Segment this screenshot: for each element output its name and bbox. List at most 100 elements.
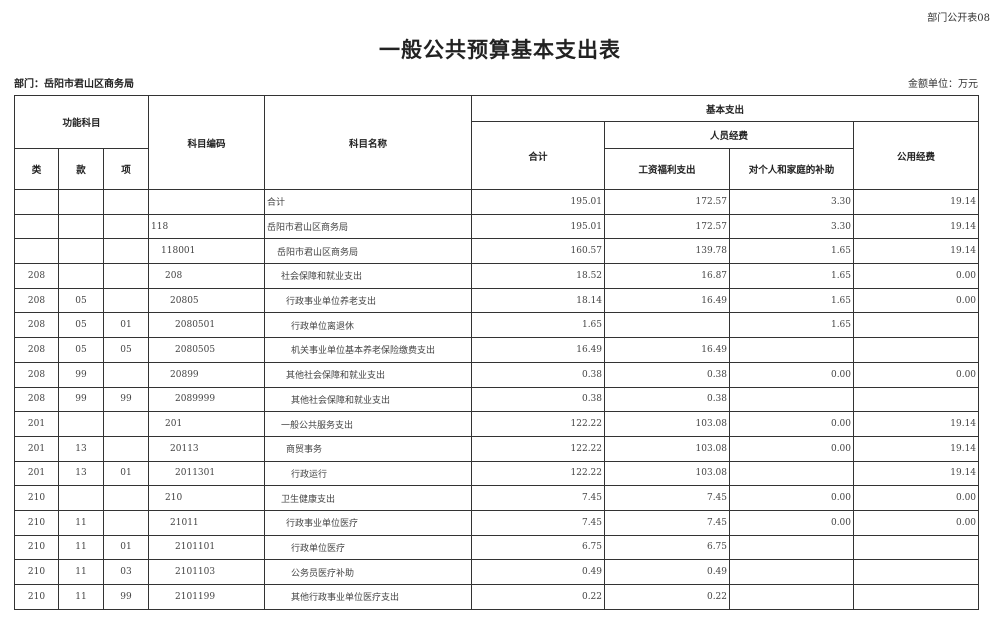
wages-cell: 172.57 — [604, 189, 731, 215]
subsidy-cell — [729, 559, 855, 585]
name-cell: 公务员医疗补助 — [264, 559, 473, 585]
subsidy-cell: 3.30 — [729, 189, 855, 215]
name-cell: 其他行政事业单位医疗支出 — [264, 584, 473, 610]
kuan-cell — [58, 485, 104, 511]
total-cell: 6.75 — [471, 534, 606, 561]
public-cell: 19.14 — [853, 411, 980, 437]
total-cell: 0.38 — [471, 386, 606, 413]
header-subject-name: 科目名称 — [264, 95, 473, 190]
subsidy-cell: 1.65 — [729, 287, 855, 314]
xiang-cell — [102, 411, 150, 437]
kuan-cell: 05 — [58, 287, 104, 314]
code-cell: 2080505 — [148, 337, 266, 363]
code-cell: 2101103 — [148, 559, 266, 585]
wages-cell: 103.08 — [604, 460, 731, 487]
xiang-cell — [102, 509, 150, 536]
public-cell: 19.14 — [853, 435, 980, 462]
public-cell — [853, 584, 980, 610]
name-cell: 行政事业单位养老支出 — [264, 287, 473, 314]
total-cell: 122.22 — [471, 435, 606, 462]
kuan-cell — [58, 213, 104, 240]
lei-cell: 208 — [14, 312, 59, 339]
kuan-cell: 05 — [58, 312, 104, 339]
kuan-cell: 99 — [58, 386, 104, 413]
total-cell: 18.52 — [471, 263, 606, 289]
subsidy-cell: 3.30 — [729, 213, 855, 240]
page-title: 一般公共预算基本支出表 — [379, 38, 621, 62]
subsidy-cell — [729, 584, 855, 610]
header-function-subject: 功能科目 — [13, 95, 150, 149]
form-number: 部门公开表08 — [927, 13, 990, 24]
wages-cell: 6.75 — [604, 534, 731, 561]
xiang-cell: 01 — [102, 460, 150, 487]
table-row: 208 208 社会保障和就业支出 18.52 16.87 1.65 0.00 — [14, 263, 980, 289]
wages-cell: 0.38 — [604, 361, 731, 388]
code-cell: 118 — [148, 213, 266, 240]
total-cell: 0.22 — [471, 584, 606, 610]
wages-cell: 103.08 — [604, 435, 731, 462]
department-label: 部门：岳阳市君山区商务局 — [14, 79, 134, 90]
lei-cell: 210 — [14, 559, 59, 585]
kuan-cell: 11 — [58, 509, 104, 536]
total-cell: 7.45 — [471, 485, 606, 511]
subsidy-cell — [729, 534, 855, 561]
table-row: 210 11 21011 行政事业单位医疗 7.45 7.45 0.00 0.00 — [14, 509, 980, 536]
kuan-cell: 11 — [58, 584, 104, 610]
xiang-cell: 03 — [102, 559, 150, 585]
table-row: 201 201 一般公共服务支出 122.22 103.08 0.00 19.14 — [14, 411, 980, 437]
lei-cell — [14, 238, 59, 265]
subsidy-cell: 1.65 — [729, 263, 855, 289]
xiang-cell: 01 — [102, 312, 150, 339]
wages-cell: 139.78 — [604, 238, 731, 265]
name-cell: 卫生健康支出 — [264, 485, 473, 511]
lei-cell: 201 — [14, 460, 59, 487]
total-cell: 122.22 — [471, 460, 606, 487]
public-cell: 0.00 — [853, 263, 980, 289]
header-personnel: 人员经费 — [604, 121, 855, 149]
xiang-cell — [102, 213, 150, 240]
lei-cell: 201 — [14, 411, 59, 437]
wages-cell: 0.49 — [604, 559, 731, 585]
xiang-cell — [102, 361, 150, 388]
lei-cell: 208 — [14, 386, 59, 413]
kuan-cell — [58, 263, 104, 289]
header-total: 合计 — [471, 121, 606, 190]
name-cell: 合计 — [264, 189, 473, 215]
wages-cell: 7.45 — [604, 485, 731, 511]
xiang-cell: 01 — [102, 534, 150, 561]
public-cell — [853, 312, 980, 339]
name-cell: 社会保障和就业支出 — [264, 263, 473, 289]
kuan-cell — [58, 238, 104, 265]
lei-cell — [14, 213, 59, 240]
code-cell: 201 — [148, 411, 266, 437]
header-public: 公用经费 — [853, 121, 980, 190]
name-cell: 其他社会保障和就业支出 — [264, 361, 473, 388]
header-lei: 类 — [14, 148, 59, 190]
wages-cell: 103.08 — [604, 411, 731, 437]
table-row: 210 11 99 2101199 其他行政事业单位医疗支出 0.22 0.22 — [14, 584, 980, 610]
table-row: 118001 岳阳市君山区商务局 160.57 139.78 1.65 19.14 — [14, 238, 980, 265]
name-cell: 行政事业单位医疗 — [264, 509, 473, 536]
header-kuan: 款 — [58, 148, 104, 190]
lei-cell: 201 — [14, 435, 59, 462]
header-basic-expenditure: 基本支出 — [471, 95, 980, 122]
lei-cell: 208 — [14, 361, 59, 388]
wages-cell: 172.57 — [604, 213, 731, 240]
total-cell: 18.14 — [471, 287, 606, 314]
code-cell — [148, 189, 266, 215]
public-cell — [853, 559, 980, 585]
table-row: 208 05 20805 行政事业单位养老支出 18.14 16.49 1.65 0.00 — [14, 287, 980, 314]
table-row: 210 11 01 2101101 行政单位医疗 6.75 6.75 — [14, 534, 980, 561]
public-cell: 0.00 — [853, 287, 980, 314]
xiang-cell: 99 — [102, 584, 150, 610]
xiang-cell: 05 — [102, 337, 150, 363]
code-cell: 2080501 — [148, 312, 266, 339]
name-cell: 商贸事务 — [264, 435, 473, 462]
name-cell: 机关事业单位基本养老保险缴费支出 — [264, 337, 473, 363]
header-xiang: 项 — [102, 148, 150, 190]
kuan-cell: 11 — [58, 559, 104, 585]
wages-cell: 0.22 — [604, 584, 731, 610]
table-row: 210 210 卫生健康支出 7.45 7.45 0.00 0.00 — [14, 485, 980, 511]
name-cell: 岳阳市君山区商务局 — [264, 238, 473, 265]
table-row: 208 05 01 2080501 行政单位离退休 1.65 1.65 — [14, 312, 980, 339]
